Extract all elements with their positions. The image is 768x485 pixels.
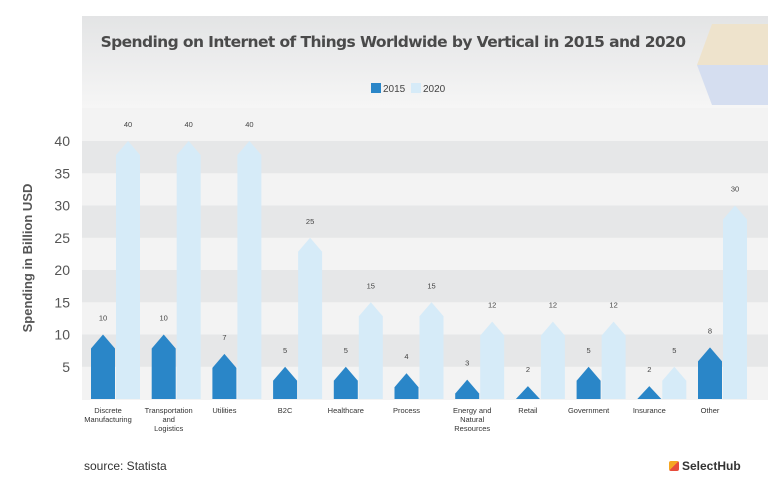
header-background bbox=[82, 16, 768, 108]
category-label: Insurance bbox=[633, 406, 666, 415]
bar-2015 bbox=[698, 347, 722, 399]
data-label: 5 bbox=[587, 346, 591, 355]
data-label: 12 bbox=[488, 301, 496, 310]
data-label: 2 bbox=[526, 365, 530, 374]
bar-2020 bbox=[237, 141, 262, 399]
category-label: Retail bbox=[518, 406, 538, 415]
bar-2020 bbox=[298, 237, 323, 399]
data-label: 40 bbox=[124, 120, 132, 129]
y-tick-label: 15 bbox=[54, 294, 70, 310]
bar-2015 bbox=[91, 334, 115, 399]
category-label: Healthcare bbox=[328, 406, 364, 415]
data-label: 5 bbox=[672, 346, 676, 355]
data-label: 2 bbox=[647, 365, 651, 374]
data-label: 15 bbox=[367, 281, 375, 290]
bar-2020 bbox=[662, 366, 687, 399]
data-label: 25 bbox=[306, 217, 314, 226]
bar-2015 bbox=[151, 334, 176, 399]
data-label: 3 bbox=[465, 359, 469, 368]
legend-swatch-2015 bbox=[371, 83, 381, 93]
bar-2020 bbox=[358, 302, 383, 399]
data-label: 12 bbox=[609, 301, 617, 310]
bar-2020 bbox=[723, 205, 747, 399]
data-label: 4 bbox=[404, 352, 408, 361]
legend-label-2015: 2015 bbox=[383, 84, 406, 95]
selecthub-logo-icon bbox=[669, 461, 679, 471]
category-label: B2C bbox=[278, 406, 293, 415]
data-label: 30 bbox=[731, 185, 739, 194]
decorative-cube bbox=[697, 24, 768, 105]
brand-logo: SelectHub bbox=[669, 459, 741, 473]
bar-2015 bbox=[515, 386, 540, 399]
bar-2015 bbox=[455, 379, 480, 399]
category-label: Government bbox=[568, 406, 610, 415]
y-tick-label: 25 bbox=[54, 230, 70, 246]
bar-2015 bbox=[273, 366, 298, 399]
bar-2020 bbox=[540, 321, 565, 399]
data-label: 15 bbox=[427, 281, 435, 290]
y-tick-label: 30 bbox=[54, 198, 70, 214]
y-tick-label: 35 bbox=[54, 165, 70, 181]
source-note: source: Statista bbox=[84, 459, 167, 473]
bar-2020 bbox=[116, 141, 140, 399]
data-label: 5 bbox=[283, 346, 287, 355]
y-tick-label: 20 bbox=[54, 262, 70, 278]
bar-2015 bbox=[333, 366, 358, 399]
category-label: Transportation and Logistics bbox=[145, 406, 193, 433]
y-tick-label: 40 bbox=[54, 133, 70, 149]
category-label: Other bbox=[701, 406, 720, 415]
chart-title: Spending on Internet of Things Worldwide… bbox=[101, 33, 687, 51]
data-label: 40 bbox=[245, 120, 253, 129]
bar-2015 bbox=[576, 366, 601, 399]
data-label: 12 bbox=[549, 301, 557, 310]
data-label: 8 bbox=[708, 326, 712, 335]
legend: 2015 2020 bbox=[371, 83, 446, 95]
legend-swatch-2020 bbox=[411, 83, 421, 93]
y-tick-label: 5 bbox=[62, 359, 70, 375]
category-label: Process bbox=[393, 406, 420, 415]
data-label: 5 bbox=[344, 346, 348, 355]
bar-2015 bbox=[394, 373, 419, 399]
data-label: 40 bbox=[185, 120, 193, 129]
bar-2020 bbox=[176, 141, 201, 399]
bar-2020 bbox=[419, 302, 444, 399]
category-label: Discrete Manufacturing bbox=[84, 406, 132, 424]
data-label: 10 bbox=[160, 314, 168, 323]
bar-2020 bbox=[601, 321, 626, 399]
bar-2015 bbox=[637, 386, 662, 399]
data-label: 10 bbox=[99, 314, 107, 323]
brand-name: SelectHub bbox=[682, 459, 741, 473]
category-label: Energy and Natural Resources bbox=[453, 406, 491, 433]
y-axis-label: Spending in Billion USD bbox=[20, 184, 35, 333]
bar-2020 bbox=[480, 321, 505, 399]
legend-label-2020: 2020 bbox=[423, 84, 446, 95]
y-tick-label: 10 bbox=[54, 327, 70, 343]
category-label: Utilities bbox=[212, 406, 236, 415]
data-label: 7 bbox=[222, 333, 226, 342]
bar-2015 bbox=[212, 353, 237, 399]
